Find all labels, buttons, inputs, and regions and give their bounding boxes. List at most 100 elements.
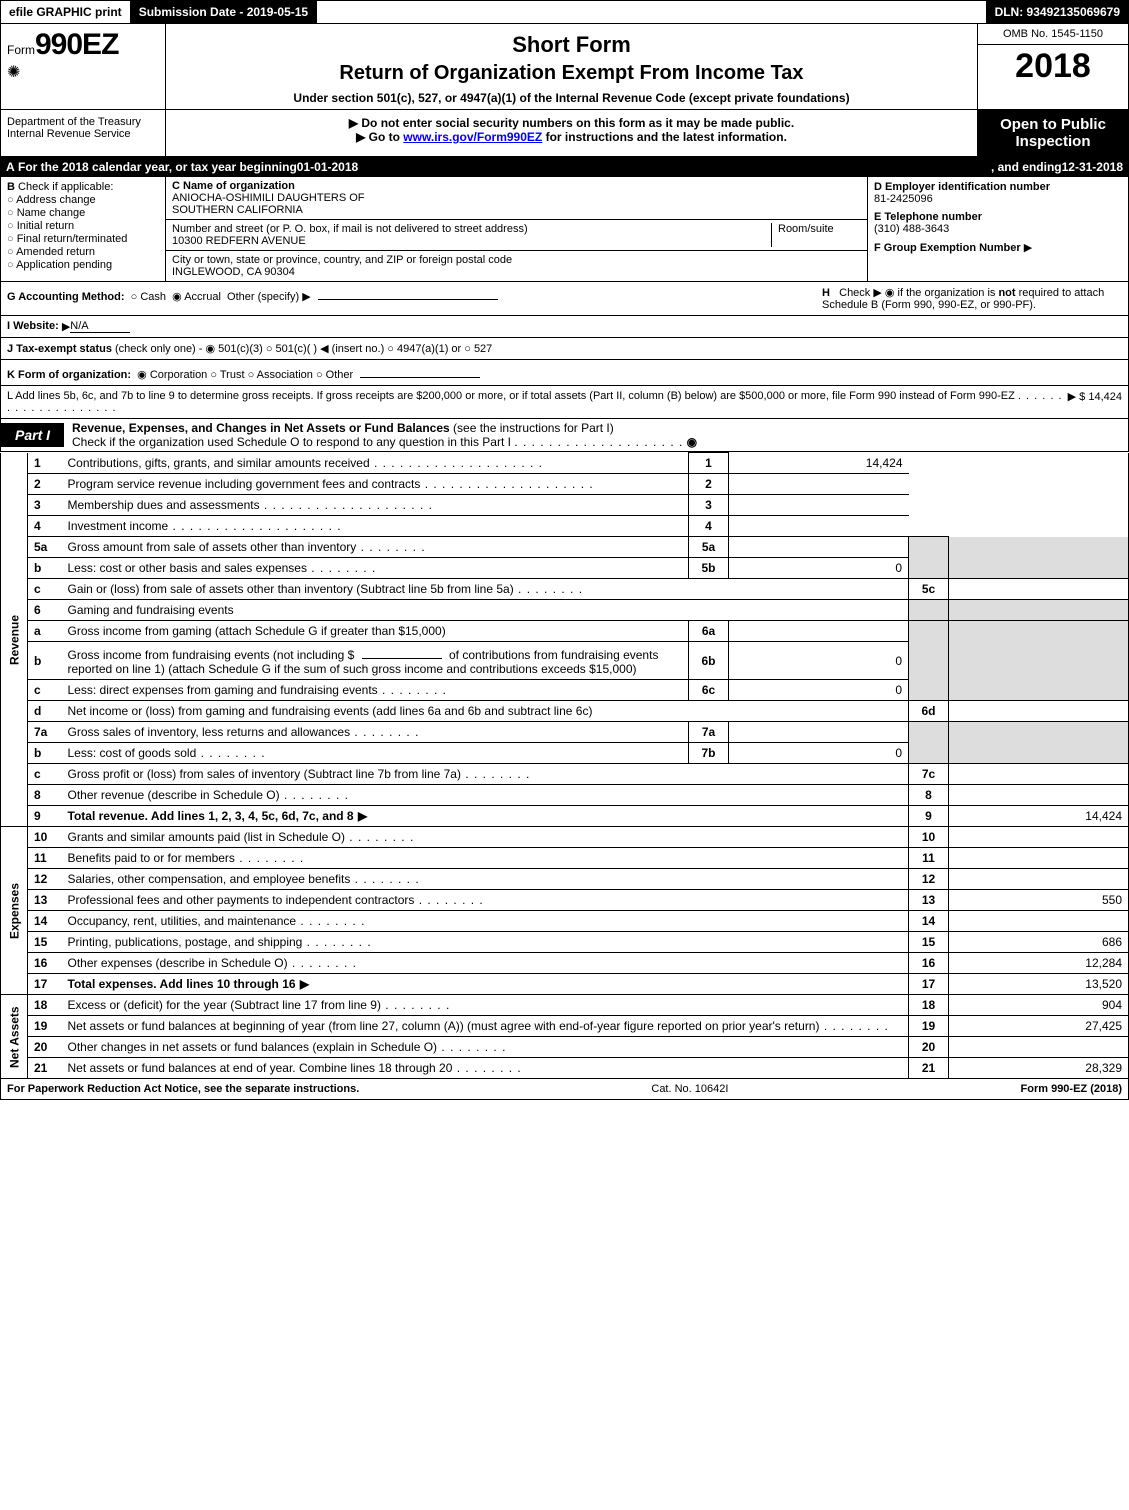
form-header: Form 990EZ ✺ Short Form Return of Organi… [0,24,1129,110]
table-row: 12 Salaries, other compensation, and emp… [1,869,1129,890]
chk-name-change[interactable]: Name change [7,207,159,219]
ln-desc: Net income or (loss) from gaming and fun… [62,701,909,722]
ln-num: a [28,621,62,642]
box-val [949,579,1129,600]
l-text: L Add lines 5b, 6c, and 7b to line 9 to … [7,390,1015,402]
ln-num: 12 [28,869,62,890]
j-label: J Tax-exempt status [7,343,112,355]
box-val: 13,520 [949,974,1129,995]
ln-num: 16 [28,953,62,974]
submission-date: Submission Date - 2019-05-15 [131,1,317,23]
ln-desc: Gross profit or (loss) from sales of inv… [62,764,909,785]
c-street-label: Number and street (or P. O. box, if mail… [172,223,528,235]
table-row: Expenses 10 Grants and similar amounts p… [1,827,1129,848]
ln-desc: Other changes in net assets or fund bala… [62,1037,909,1058]
part1-title-text: Revenue, Expenses, and Changes in Net As… [72,421,450,435]
line-a-label: A [6,160,15,174]
ln-num: 20 [28,1037,62,1058]
k-rest: ◉ Corporation ○ Trust ○ Association ○ Ot… [137,369,353,381]
dln: DLN: 93492135069679 [986,1,1128,23]
f-arrow: ▶ [1024,242,1032,254]
form-number: 990EZ [35,28,118,62]
ln-desc: Professional fees and other payments to … [62,890,909,911]
ln-desc: Less: cost or other basis and sales expe… [62,558,689,579]
ln-desc: Printing, publications, postage, and shi… [62,932,909,953]
k-label: K Form of organization: [7,369,131,381]
ln-desc: Excess or (deficit) for the year (Subtra… [62,995,909,1016]
mini-num: 6c [689,680,729,701]
goto-suffix: for instructions and the latest informat… [542,130,787,144]
ln-desc: Occupancy, rent, utilities, and maintena… [62,911,909,932]
ln-desc: Grants and similar amounts paid (list in… [62,827,909,848]
box-val: 904 [949,995,1129,1016]
box-num: 16 [909,953,949,974]
topbar-spacer [317,1,985,23]
box-num: 13 [909,890,949,911]
table-row: 4 Investment income 4 [1,516,1129,537]
g-accrual[interactable]: Accrual [184,291,221,303]
irs-link[interactable]: www.irs.gov/Form990EZ [403,130,542,144]
box-val [729,495,909,516]
box-num: 10 [909,827,949,848]
mini-val: 0 [729,680,909,701]
chk-initial-return[interactable]: Initial return [7,220,159,232]
ln-desc: Less: cost of goods sold [62,743,689,764]
table-row: 5a Gross amount from sale of assets othe… [1,537,1129,558]
table-row: 6 Gaming and fundraising events [1,600,1129,621]
box-val: 28,329 [949,1058,1129,1079]
ln-desc: Other expenses (describe in Schedule O) [62,953,909,974]
org-city: INGLEWOOD, CA 90304 [172,266,295,278]
entity-block: B Check if applicable: Address change Na… [0,177,1129,282]
table-row: 13 Professional fees and other payments … [1,890,1129,911]
g-other[interactable]: Other (specify) [227,291,299,303]
ln-desc: Gain or (loss) from sale of assets other… [62,579,909,600]
title-return: Return of Organization Exempt From Incom… [174,62,969,85]
f-label: F Group Exemption Number [874,242,1021,254]
open-public-box: Open to Public Inspection [978,110,1128,156]
ln-desc: Net assets or fund balances at beginning… [62,1016,909,1037]
ln-desc: Gross income from fundraising events (no… [62,642,689,680]
box-shade [909,722,949,764]
ln-num: d [28,701,62,722]
ln-num: 18 [28,995,62,1016]
box-val: 686 [949,932,1129,953]
ln-desc: Program service revenue including govern… [62,474,689,495]
line-a: A For the 2018 calendar year, or tax yea… [0,157,1129,177]
i-label: I Website: [7,320,59,332]
table-row: 3 Membership dues and assessments 3 [1,495,1129,516]
ln-num: 13 [28,890,62,911]
line-i: I Website: ▶ N/A [0,316,1129,338]
mini-val: 0 [729,642,909,680]
ln-desc: Total revenue. Add lines 1, 2, 3, 4, 5c,… [62,806,909,827]
footer-formref: Form 990-EZ (2018) [1021,1083,1122,1095]
ln-desc: Investment income [62,516,689,537]
room-label: Room/suite [778,223,834,235]
chk-final-return[interactable]: Final return/terminated [7,233,159,245]
ln-num: c [28,579,62,600]
mini-num: 7a [689,722,729,743]
ln-num: 10 [28,827,62,848]
ln-desc: Benefits paid to or for members [62,848,909,869]
chk-address-change[interactable]: Address change [7,194,159,206]
ln-desc: Gross sales of inventory, less returns a… [62,722,689,743]
ln-desc: Salaries, other compensation, and employ… [62,869,909,890]
ln-num: 17 [28,974,62,995]
chk-application-pending[interactable]: Application pending [7,259,159,271]
box-num: 12 [909,869,949,890]
ln-num: 11 [28,848,62,869]
table-row: 8 Other revenue (describe in Schedule O)… [1,785,1129,806]
phone-value: (310) 488-3643 [874,223,949,235]
table-row: 15 Printing, publications, postage, and … [1,932,1129,953]
part1-sub: Check if the organization used Schedule … [72,435,511,449]
g-cash[interactable]: Cash [140,291,166,303]
part1-paren: (see the instructions for Part I) [453,421,614,435]
org-name-1: ANIOCHA-OSHIMILI DAUGHTERS OF [172,192,365,204]
mini-val [729,621,909,642]
box-val: 550 [949,890,1129,911]
section-revenue-label: Revenue [1,453,28,827]
box-num: 3 [689,495,729,516]
e-label: E Telephone number [874,211,982,223]
box-val [949,848,1129,869]
ln-num: 3 [28,495,62,516]
chk-amended-return[interactable]: Amended return [7,246,159,258]
